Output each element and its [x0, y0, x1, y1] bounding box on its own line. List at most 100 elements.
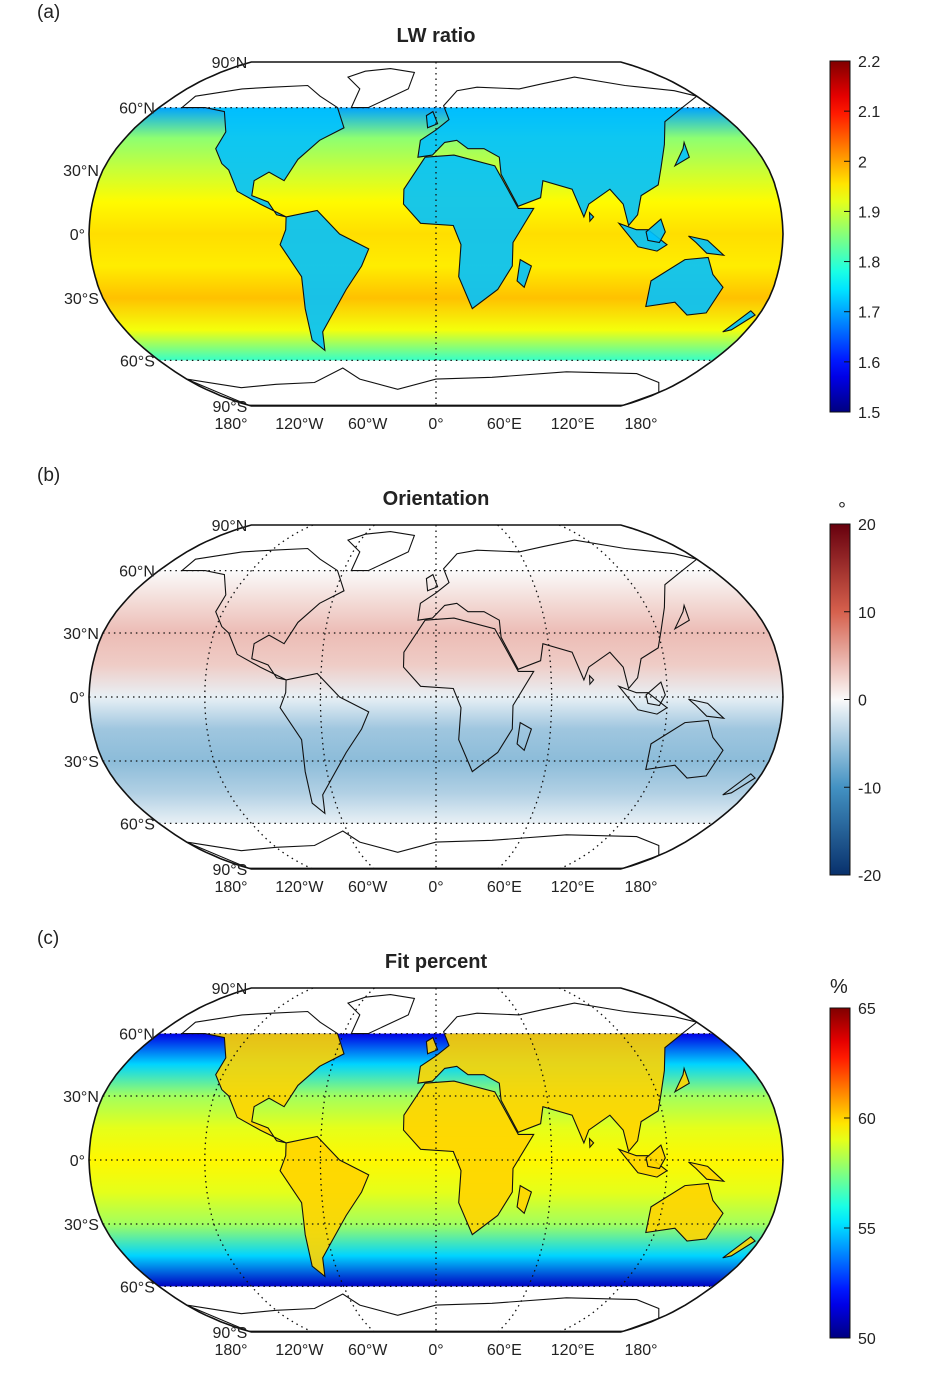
lon-tick-label: 120°E: [551, 416, 595, 433]
coastline-south-america: [279, 1135, 370, 1278]
coastline-africa: [402, 617, 535, 773]
coastline-south-america: [279, 209, 370, 352]
coastline-new-guinea: [688, 1161, 726, 1183]
coastline-north-america: [180, 1010, 345, 1144]
colorbar: [829, 1007, 851, 1339]
lon-tick-label: 180°: [624, 879, 657, 896]
coastline-japan: [673, 603, 690, 631]
lon-tick-label: 180°: [624, 1342, 657, 1359]
lat-tick-label: 90°S: [212, 1325, 247, 1342]
colorbar-tick-label: 2.1: [858, 104, 880, 121]
coastline-india-island-sri: [588, 674, 595, 686]
lat-tick-label: 60°S: [120, 1279, 155, 1296]
lon-tick-label: 120°W: [275, 1342, 324, 1359]
lon-tick-label: 60°W: [348, 1342, 388, 1359]
lat-tick-label: 30°S: [64, 754, 99, 771]
land-fill-north-america: [182, 107, 344, 217]
coastline-madagascar: [516, 721, 533, 752]
coastline-uk: [425, 110, 439, 129]
coastline-japan: [673, 1066, 690, 1094]
lat-tick-label: 30°N: [63, 163, 99, 180]
land-fill-borneo: [646, 1145, 666, 1169]
lat-tick-label: 90°S: [212, 399, 247, 416]
colorbar-tick-label: 1.7: [858, 305, 880, 322]
gridline-lon: [558, 988, 668, 1332]
lat-tick-label: 30°S: [64, 291, 99, 308]
lat-tick-label: 60°S: [120, 353, 155, 370]
land-fill-india-island-sri: [589, 1138, 594, 1148]
land-fill-south-america: [280, 210, 369, 351]
coastline-madagascar: [516, 1184, 533, 1215]
gridline-lon: [204, 988, 314, 1332]
lon-tick-label: 120°W: [275, 416, 324, 433]
land-fill-eurasia: [417, 107, 697, 226]
gridline-lon: [319, 988, 375, 1332]
lon-tick-label: 60°W: [348, 879, 388, 896]
lat-tick-label: 60°S: [120, 816, 155, 833]
map-body: [89, 988, 783, 1332]
panel-title: LW ratio: [396, 25, 476, 47]
land-fill-australia: [645, 257, 723, 315]
panel-label: (c): [37, 928, 60, 949]
lon-tick-label: 60°E: [487, 879, 522, 896]
panel-a: (a) LW ratio 90°N 60°N 30°N 0° 30°S 60°S 90°S 1…: [0, 0, 934, 463]
coastline-new-guinea: [688, 235, 726, 257]
colorbar-tick-label: 2: [858, 154, 867, 171]
colorbar-tick-label: -10: [858, 780, 881, 797]
map-frame: [88, 987, 784, 1333]
gridline-lon: [204, 525, 314, 869]
land-fill-south-america: [280, 1136, 369, 1277]
colorbar-tick-label: 55: [858, 1221, 876, 1238]
lat-tick-label: 0°: [70, 690, 85, 707]
coastline-greenland: [346, 994, 416, 1035]
map-frame: [88, 61, 784, 407]
map-body: [89, 62, 783, 406]
panel-b: (b) Orientation ° 90°N 60°N 30°N 0° 30°S 60°S…: [0, 463, 934, 926]
coastline-new-guinea: [688, 698, 726, 720]
coastline-australia: [645, 719, 724, 779]
coastline-eurasia: [417, 76, 699, 227]
land-fill-madagascar: [517, 259, 532, 288]
lat-tick-label: 90°N: [212, 518, 248, 535]
colorbar-tick-label: -20: [858, 868, 881, 885]
land-fill-borneo: [646, 219, 666, 243]
colorbar-tick-label: 10: [858, 605, 876, 622]
colorbar-tick-label: 20: [858, 517, 876, 534]
lat-tick-label: 90°N: [212, 981, 248, 998]
colorbar-tick-label: 1.9: [858, 204, 880, 221]
lon-tick-label: 0°: [428, 879, 443, 896]
lat-tick-label: 90°S: [212, 862, 247, 879]
land-fill-uk: [426, 1037, 438, 1054]
lat-tick-label: 60°N: [119, 564, 155, 581]
colorbar-tick-label: 65: [858, 1001, 876, 1018]
lon-tick-label: 60°E: [487, 416, 522, 433]
lon-tick-label: 120°E: [551, 879, 595, 896]
coastline-greenland: [346, 68, 416, 109]
coastline-australia: [645, 256, 724, 316]
gridline-lon: [497, 988, 553, 1332]
land-fill-new-zealand: [722, 310, 756, 332]
gridline-lon: [558, 525, 668, 869]
lon-tick-label: 120°E: [551, 1342, 595, 1359]
panel-label: (a): [37, 2, 61, 23]
land-fill-north-america: [182, 1033, 344, 1143]
colorbar-tick-label: 1.5: [858, 405, 880, 422]
coastline-india-island-sri: [588, 211, 595, 223]
lon-tick-label: 180°: [214, 879, 247, 896]
land-fill-new-guinea: [688, 236, 724, 256]
panel-title: Orientation: [382, 488, 490, 510]
colorbar-unit: °: [838, 499, 846, 521]
land-fill-new-guinea: [688, 1162, 724, 1182]
colorbar-tick-label: 60: [858, 1111, 876, 1128]
panel-title: Fit percent: [384, 951, 488, 973]
lat-tick-label: 30°N: [63, 1089, 99, 1106]
land-fill-africa: [403, 155, 534, 309]
coastline-north-america: [180, 84, 345, 218]
lon-tick-label: 120°W: [275, 879, 324, 896]
coastline-new-zealand: [722, 773, 756, 796]
colorbar-tick-label: 1.6: [858, 355, 880, 372]
land-fill-uk: [426, 111, 438, 128]
coastline-borneo: [645, 681, 666, 707]
